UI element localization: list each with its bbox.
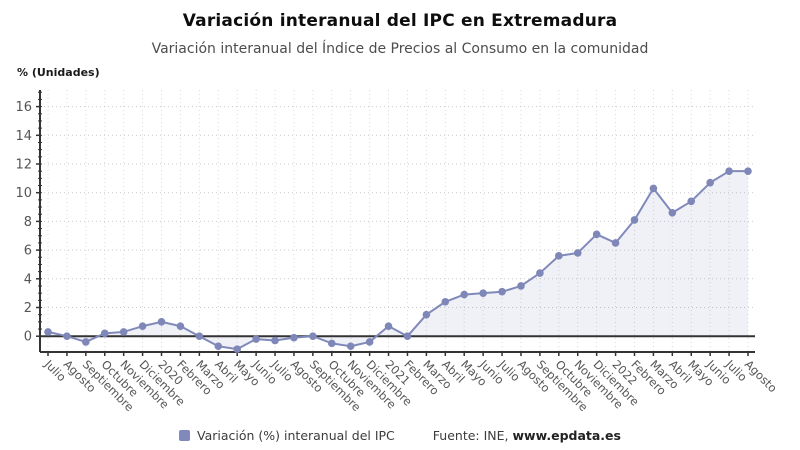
legend-swatch-icon (179, 430, 191, 441)
series-point (252, 335, 260, 343)
source-note: Fuente: INE, www.epdata.es (433, 428, 621, 443)
series-point (592, 230, 601, 239)
legend-item-ipc[interactable]: Variación (%) interanual del IPC (179, 428, 395, 443)
series-point (384, 322, 393, 330)
series-point (327, 339, 336, 348)
series-point (498, 287, 506, 296)
series-point (100, 329, 109, 338)
chart-title: Variación interanual del IPC en Extremad… (182, 11, 618, 31)
legend-row: Variación (%) interanual del IPC Fuente:… (0, 428, 800, 443)
y-axis-unit-label: % (Unidades) (17, 66, 100, 79)
series-point (290, 333, 298, 342)
series-point (630, 216, 639, 224)
legend-label: Variación (%) interanual del IPC (197, 428, 395, 443)
series-area (48, 171, 748, 350)
series-point (119, 328, 128, 336)
chart-subtitle: Variación interanual del Índice de Preci… (151, 41, 649, 57)
series-point (611, 239, 620, 247)
series-point (555, 252, 563, 260)
series-point (536, 269, 544, 277)
y-tick-label: 2 (24, 301, 32, 316)
series-point (744, 167, 752, 175)
series-point (422, 310, 431, 319)
series-point (725, 167, 733, 175)
series-point (668, 208, 677, 217)
y-tick-label: 16 (15, 100, 32, 115)
series-point (233, 345, 241, 353)
y-tick-label: 10 (15, 186, 32, 201)
y-tick-label: 6 (24, 244, 32, 259)
y-tick-label: 14 (15, 129, 32, 144)
series-point (214, 342, 223, 351)
series-point (460, 290, 469, 299)
series-point (138, 322, 147, 330)
series-point (346, 342, 355, 351)
series-point (63, 332, 71, 341)
y-tick-label: 8 (24, 215, 32, 230)
series-point (706, 178, 714, 187)
series-point (176, 322, 185, 330)
series-point (403, 332, 412, 341)
series-point (271, 336, 279, 345)
y-tick-label: 12 (15, 158, 32, 173)
series-point (573, 249, 582, 257)
y-tick-label: 0 (24, 330, 32, 345)
series-point (365, 338, 374, 346)
series-point (687, 197, 696, 206)
series-point (441, 297, 450, 306)
source-prefix: Fuente: INE, (432, 428, 513, 443)
series-point (649, 184, 658, 193)
series-point (44, 328, 52, 336)
series-point (82, 338, 90, 346)
source-site: www.epdata.es (512, 428, 621, 443)
series-point (517, 282, 525, 290)
series-point (195, 332, 204, 341)
series-point (157, 318, 166, 326)
series-point (309, 332, 317, 341)
y-tick-label: 4 (24, 272, 32, 287)
series-point (479, 289, 487, 297)
